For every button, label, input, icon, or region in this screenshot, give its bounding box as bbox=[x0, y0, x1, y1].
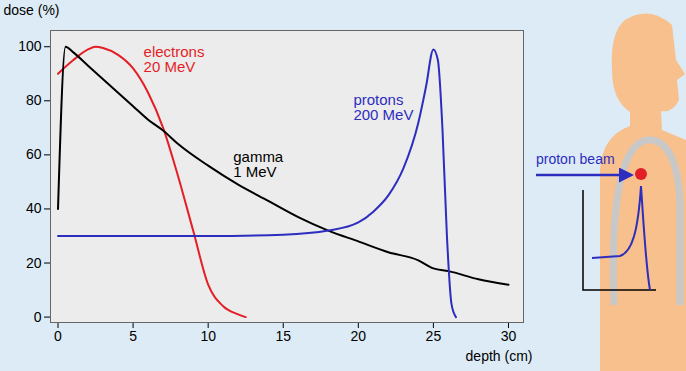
svg-text:100: 100 bbox=[18, 38, 42, 54]
svg-text:gamma1 MeV: gamma1 MeV bbox=[233, 148, 284, 180]
svg-text:20: 20 bbox=[26, 254, 42, 270]
svg-text:5: 5 bbox=[129, 328, 137, 344]
svg-text:40: 40 bbox=[26, 200, 42, 216]
svg-text:protons200 MeV: protons200 MeV bbox=[353, 91, 413, 123]
svg-text:0: 0 bbox=[54, 328, 62, 344]
svg-text:electrons20 MeV: electrons20 MeV bbox=[144, 43, 205, 75]
svg-text:10: 10 bbox=[200, 328, 216, 344]
svg-text:30: 30 bbox=[501, 328, 517, 344]
svg-text:dose (%): dose (%) bbox=[4, 2, 60, 18]
svg-text:depth (cm): depth (cm) bbox=[466, 348, 533, 364]
svg-text:20: 20 bbox=[351, 328, 367, 344]
svg-text:15: 15 bbox=[275, 328, 291, 344]
svg-text:60: 60 bbox=[26, 146, 42, 162]
svg-text:0: 0 bbox=[34, 309, 42, 325]
svg-text:proton beam: proton beam bbox=[536, 151, 615, 167]
svg-text:80: 80 bbox=[26, 92, 42, 108]
svg-text:25: 25 bbox=[426, 328, 442, 344]
